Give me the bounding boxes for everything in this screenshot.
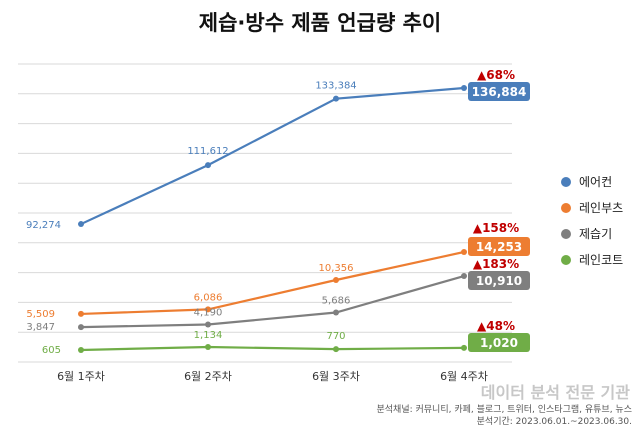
x-tick-label: 6월 1주차 xyxy=(57,370,105,383)
data-point xyxy=(78,346,84,353)
legend-label: 에어컨 xyxy=(579,175,612,189)
value-callout xyxy=(468,237,530,256)
legend-label: 레인부츠 xyxy=(579,201,623,215)
data-point xyxy=(333,95,339,102)
series-레인부츠: 5,509 6,086 10,356 14,253 ▲158% xyxy=(26,221,530,320)
growth-label: ▲183% xyxy=(473,257,519,271)
growth-label: ▲68% xyxy=(477,68,515,82)
data-label: 5,686 xyxy=(322,296,351,307)
data-point xyxy=(205,162,211,169)
series-line xyxy=(80,250,465,316)
legend-label: 제습기 xyxy=(579,227,612,241)
data-point xyxy=(461,249,467,255)
data-label: 6,086 xyxy=(194,292,223,303)
data-point xyxy=(461,85,467,91)
gridlines xyxy=(18,63,512,363)
legend-marker xyxy=(561,177,571,187)
data-point xyxy=(205,306,211,313)
legend-label: 레인코트 xyxy=(579,253,623,267)
footnote-line: 분석채널: 커뮤니티, 카페, 블로그, 트위터, 인스타그램, 유튜브, 뉴스 xyxy=(376,403,632,415)
x-tick-label: 6월 3주차 xyxy=(312,370,360,383)
data-label: 770 xyxy=(326,331,345,342)
series-제습기: 3,847 4,190 5,686 10,910 ▲183% xyxy=(26,257,530,333)
series-에어컨: 92,274 111,612 133,384 136,884 ▲68% xyxy=(26,68,530,231)
series-line xyxy=(80,86,465,226)
data-point xyxy=(333,346,339,353)
legend-marker xyxy=(561,229,571,239)
series-line xyxy=(80,345,465,352)
growth-label: ▲158% xyxy=(473,221,519,235)
value-callout xyxy=(468,82,530,101)
data-label: 111,612 xyxy=(187,146,228,157)
data-point xyxy=(78,221,84,228)
data-point xyxy=(461,344,467,351)
data-point xyxy=(333,277,339,283)
value-callout xyxy=(468,333,530,352)
data-point xyxy=(461,273,467,280)
data-label: 14,253 xyxy=(476,240,522,254)
footnote-line: 분석기간: 2023.06.01.~2023.06.30. xyxy=(477,416,632,427)
x-tick-label: 6월 4주차 xyxy=(440,370,488,383)
data-point xyxy=(78,324,84,331)
data-point xyxy=(333,309,339,316)
data-label: 605 xyxy=(42,345,61,356)
legend-marker xyxy=(561,255,571,265)
data-label: 5,509 xyxy=(26,309,55,320)
data-label: 92,274 xyxy=(26,220,61,231)
data-label: 10,356 xyxy=(319,263,354,274)
data-label: 10,910 xyxy=(476,274,522,288)
data-label: 3,847 xyxy=(26,322,55,333)
legend-item: 레인코트 xyxy=(561,253,623,267)
data-label: 4,190 xyxy=(194,307,223,318)
data-label: 133,384 xyxy=(315,81,356,92)
data-point xyxy=(78,310,84,317)
growth-label: ▲48% xyxy=(477,319,515,333)
legend-marker xyxy=(561,203,571,213)
data-label: 136,884 xyxy=(472,85,527,99)
data-point xyxy=(205,321,211,328)
value-callout xyxy=(468,271,530,290)
data-point xyxy=(205,344,211,351)
legend-item: 제습기 xyxy=(561,227,612,241)
series-line xyxy=(80,274,465,329)
legend-item: 에어컨 xyxy=(561,175,612,189)
x-tick-label: 6월 2주차 xyxy=(184,370,232,383)
series-레인코트: 605 1,134 770 1,020 ▲48% xyxy=(42,319,530,356)
watermark-text: 데이터 분석 전문 기관 xyxy=(481,383,630,402)
x-axis: 6월 1주차 6월 2주차 6월 3주차 6월 4주차 xyxy=(57,370,488,383)
legend-item: 레인부츠 xyxy=(561,201,623,215)
data-label: 1,020 xyxy=(480,336,518,350)
data-label: 1,134 xyxy=(194,330,223,341)
chart-title: 제습·방수 제품 언급량 추이 xyxy=(199,11,441,35)
series-layer: 92,274 111,612 133,384 136,884 ▲68% 5,509 6,08… xyxy=(26,68,530,356)
